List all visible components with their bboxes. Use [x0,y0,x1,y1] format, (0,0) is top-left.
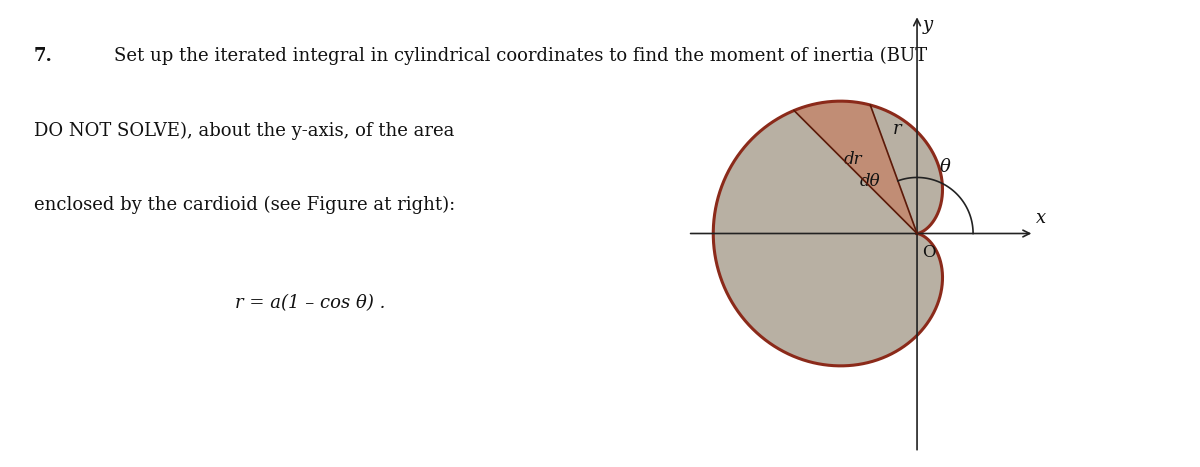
Text: enclosed by the cardioid (see Figure at right):: enclosed by the cardioid (see Figure at … [34,196,455,214]
Text: r = a(1 – cos θ) .: r = a(1 – cos θ) . [235,294,385,312]
Text: θ: θ [940,158,950,176]
Polygon shape [713,101,942,366]
Polygon shape [794,101,917,234]
Text: r: r [893,120,901,138]
Text: dr: dr [844,151,862,168]
Text: Set up the iterated integral in cylindrical coordinates to find the moment of in: Set up the iterated integral in cylindri… [114,47,928,65]
Text: 7.: 7. [34,47,53,65]
Text: DO NOT SOLVE), about the y-axis, of the area: DO NOT SOLVE), about the y-axis, of the … [34,121,454,140]
Text: O: O [922,244,936,261]
Text: y: y [923,16,934,35]
Text: x: x [1037,209,1046,227]
Text: dθ: dθ [859,173,880,190]
